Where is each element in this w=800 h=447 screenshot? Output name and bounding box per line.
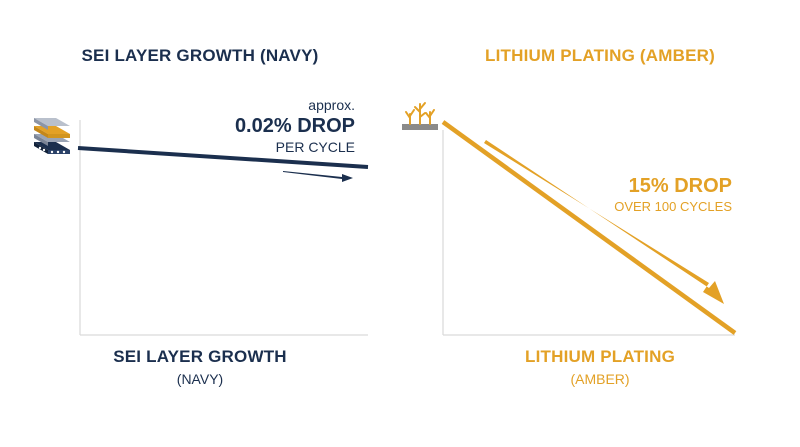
sei-caption-sub: (NAVY) — [176, 371, 224, 387]
lithium-annotation-value: 15% DROP — [628, 175, 732, 197]
lithium-series-line — [441, 120, 737, 335]
lithium-caption-sub: (AMBER) — [570, 371, 630, 387]
sei-panel: SEI LAYER GROWTH (NAVY) approx. 0.02% DR… — [34, 46, 369, 387]
sei-series-line — [77, 146, 369, 169]
sei-chart-title: SEI LAYER GROWTH (NAVY) — [81, 46, 319, 65]
sei-caption: SEI LAYER GROWTH — [113, 347, 287, 366]
lithium-caption: LITHIUM PLATING — [525, 347, 675, 366]
sei-annotation-unit: PER CYCLE — [275, 139, 355, 155]
lithium-annotation-unit: OVER 100 CYCLES — [614, 199, 732, 214]
sei-trend-arrow — [283, 171, 353, 182]
sei-annotation-value: 0.02% DROP — [234, 115, 355, 137]
lithium-annotation: 15% DROP OVER 100 CYCLES — [532, 174, 732, 216]
lithium-chart — [441, 120, 737, 336]
lithium-panel: LITHIUM PLATING (AMBER) 15% DROP OVER 10… — [400, 0, 800, 447]
sei-annotation: approx. 0.02% DROP PER CYCLE — [155, 96, 355, 156]
lithium-chart-title: LITHIUM PLATING (AMBER) — [485, 46, 715, 65]
sei-annotation-approx: approx. — [308, 97, 355, 113]
lithium-trend-arrow — [484, 140, 724, 304]
electrode-layers-icon — [34, 118, 70, 154]
sei-chart — [77, 120, 369, 336]
dendrite-icon — [402, 102, 438, 130]
